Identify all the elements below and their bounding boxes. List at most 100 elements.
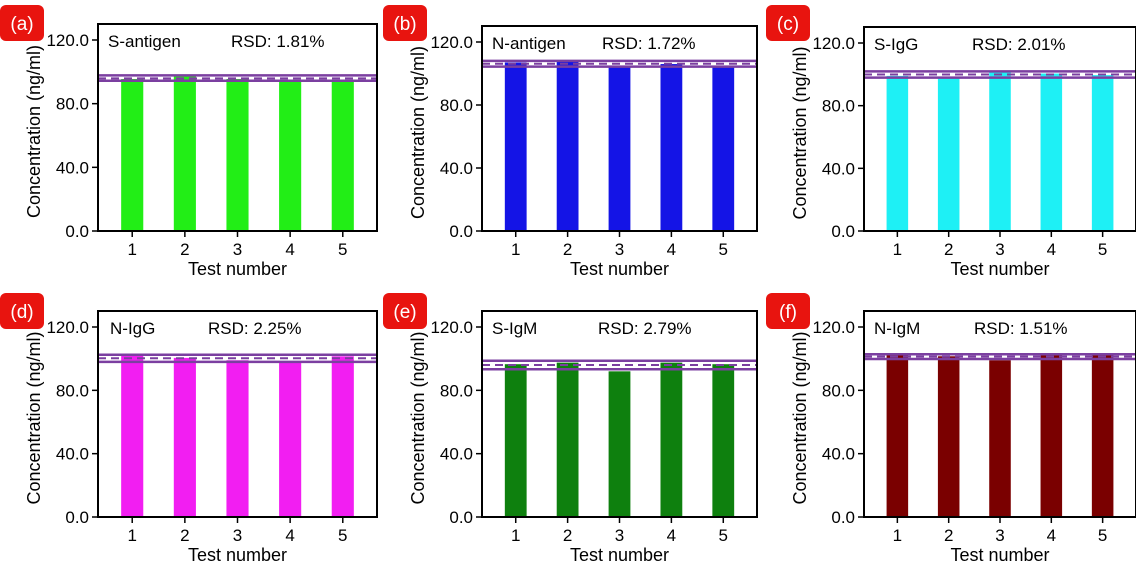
rsd-label: RSD: 2.79% bbox=[598, 319, 692, 338]
y-tick-label: 0.0 bbox=[831, 508, 855, 527]
rsd-label: RSD: 2.01% bbox=[972, 35, 1066, 54]
y-tick-label: 80.0 bbox=[56, 381, 89, 400]
plot-frame bbox=[481, 310, 758, 518]
bar-3 bbox=[989, 360, 1011, 517]
y-tick-label: 120.0 bbox=[812, 318, 855, 337]
bar-4 bbox=[1040, 355, 1063, 517]
bar-5 bbox=[331, 79, 354, 232]
x-tick-label: 4 bbox=[667, 526, 676, 545]
x-tick-label: 4 bbox=[1047, 240, 1056, 259]
y-tick-label: 40.0 bbox=[56, 158, 89, 177]
bar-2 bbox=[556, 60, 579, 232]
y-axis-title: Concentration (ng/ml) bbox=[790, 331, 810, 504]
x-tick-label: 2 bbox=[563, 526, 572, 545]
panel-4: (d) 1 2 3 4 5 0.0 40.0 80.0 120.0 Test number Conce… bbox=[0, 293, 378, 564]
panel-3: (c) 1 2 3 4 5 0.0 40.0 80.0 120.0 Test number Conce… bbox=[766, 5, 1136, 279]
series-label: S-antigen bbox=[108, 32, 181, 51]
x-axis-title: Test number bbox=[188, 545, 287, 564]
y-tick-label: 80.0 bbox=[440, 381, 473, 400]
x-tick-label: 3 bbox=[995, 526, 1004, 545]
x-tick-label: 5 bbox=[1098, 240, 1107, 259]
y-tick-label: 120.0 bbox=[812, 34, 855, 53]
y-tick-label: 120.0 bbox=[46, 318, 89, 337]
rsd-label: RSD: 1.51% bbox=[974, 319, 1068, 338]
panel-tag-label: (b) bbox=[393, 14, 416, 35]
y-axis-title: Concentration (ng/ml) bbox=[790, 46, 810, 219]
plot-frame bbox=[97, 23, 378, 232]
bar-4 bbox=[660, 64, 683, 231]
y-axis-title: Concentration (ng/ml) bbox=[24, 45, 44, 218]
bar-1 bbox=[504, 364, 527, 517]
x-tick-label: 2 bbox=[563, 240, 572, 259]
panel-tag-box bbox=[766, 293, 810, 329]
y-tick-label: 0.0 bbox=[831, 222, 855, 241]
panel-tag-box bbox=[383, 5, 427, 41]
y-axis-title: Concentration (ng/ml) bbox=[408, 331, 428, 504]
plot-frame bbox=[863, 310, 1136, 518]
bar-3 bbox=[989, 71, 1011, 231]
x-tick-label: 4 bbox=[1047, 526, 1056, 545]
x-tick-label: 1 bbox=[893, 240, 902, 259]
x-tick-label: 1 bbox=[127, 526, 136, 545]
panel-tag-label: (d) bbox=[10, 302, 33, 323]
x-tick-label: 5 bbox=[338, 526, 347, 545]
x-tick-label: 3 bbox=[233, 240, 242, 259]
panel-2: (b) 1 2 3 4 5 0.0 40.0 80.0 120.0 Test number Conce… bbox=[383, 5, 758, 279]
panel-tag-box bbox=[766, 5, 810, 41]
y-tick-label: 120.0 bbox=[430, 318, 473, 337]
x-tick-label: 5 bbox=[719, 526, 728, 545]
panel-tag-label: (a) bbox=[10, 14, 33, 35]
y-tick-label: 40.0 bbox=[56, 445, 89, 464]
bar-4 bbox=[279, 79, 302, 232]
y-tick-label: 80.0 bbox=[822, 381, 855, 400]
series-label: N-IgG bbox=[110, 319, 155, 338]
x-tick-label: 2 bbox=[180, 526, 189, 545]
bar-1 bbox=[121, 355, 144, 517]
plot-frame bbox=[481, 25, 758, 232]
bar-5 bbox=[331, 356, 354, 517]
y-axis-title: Concentration (ng/ml) bbox=[408, 46, 428, 219]
panel-5: (e) 1 2 3 4 5 0.0 40.0 80.0 120.0 Test number Conce… bbox=[383, 293, 758, 564]
x-tick-label: 5 bbox=[338, 240, 347, 259]
panel-tag-label: (e) bbox=[393, 302, 416, 323]
y-axis-title: Concentration (ng/ml) bbox=[24, 331, 44, 504]
bar-1 bbox=[886, 355, 909, 517]
y-tick-label: 120.0 bbox=[46, 31, 89, 50]
bar-2 bbox=[173, 75, 196, 232]
bar-5 bbox=[712, 364, 735, 517]
x-tick-label: 2 bbox=[944, 240, 953, 259]
y-tick-label: 0.0 bbox=[65, 508, 89, 527]
panel-tag-box bbox=[0, 293, 44, 329]
bar-2 bbox=[173, 357, 196, 517]
x-tick-label: 4 bbox=[285, 240, 294, 259]
series-label: S-IgM bbox=[492, 319, 537, 338]
x-tick-label: 5 bbox=[1098, 526, 1107, 545]
panel-tag-label: (c) bbox=[777, 14, 799, 35]
x-tick-label: 2 bbox=[180, 240, 189, 259]
x-tick-label: 5 bbox=[719, 240, 728, 259]
bar-4 bbox=[279, 361, 302, 517]
x-tick-label: 3 bbox=[233, 526, 242, 545]
x-axis-title: Test number bbox=[570, 545, 669, 564]
y-tick-label: 80.0 bbox=[56, 95, 89, 114]
panel-tag-box bbox=[383, 293, 427, 329]
x-tick-label: 3 bbox=[615, 526, 624, 545]
y-tick-label: 40.0 bbox=[822, 159, 855, 178]
rsd-label: RSD: 2.25% bbox=[208, 319, 302, 338]
y-tick-label: 80.0 bbox=[440, 96, 473, 115]
x-tick-label: 1 bbox=[127, 240, 136, 259]
x-tick-label: 3 bbox=[995, 240, 1004, 259]
y-tick-label: 80.0 bbox=[822, 97, 855, 116]
x-tick-label: 3 bbox=[615, 240, 624, 259]
x-tick-label: 1 bbox=[893, 526, 902, 545]
plot-frame bbox=[863, 26, 1136, 232]
bar-4 bbox=[660, 362, 683, 517]
x-tick-label: 4 bbox=[667, 240, 676, 259]
bar-5 bbox=[712, 65, 735, 231]
rsd-label: RSD: 1.81% bbox=[231, 32, 325, 51]
series-label: N-antigen bbox=[492, 34, 566, 53]
bar-3 bbox=[226, 360, 249, 517]
panel-tag-label: (f) bbox=[779, 302, 797, 323]
x-tick-label: 4 bbox=[285, 526, 294, 545]
